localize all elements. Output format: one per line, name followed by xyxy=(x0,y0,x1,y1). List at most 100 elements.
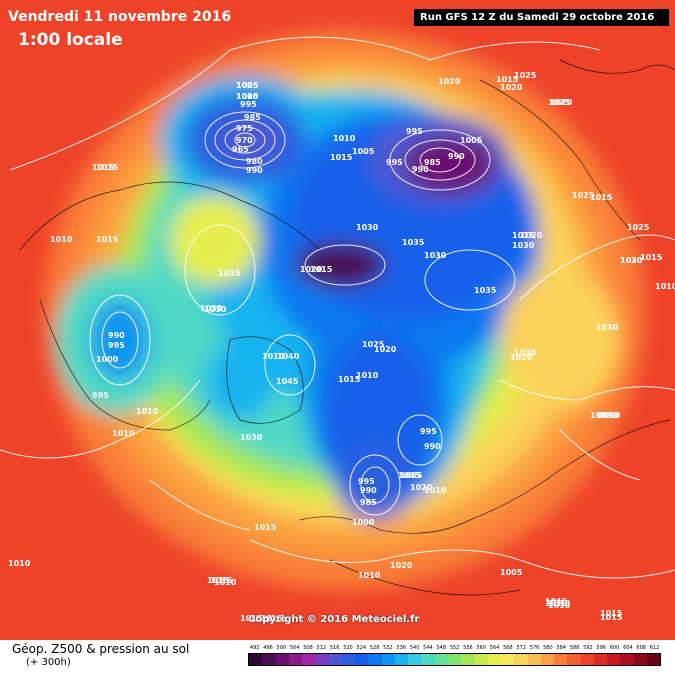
pressure-label: 1010 xyxy=(548,599,571,608)
pressure-label: 1005 xyxy=(398,471,421,480)
pressure-label: 1020 xyxy=(410,483,433,492)
pressure-label: 985 xyxy=(360,498,377,507)
scale-label: 612 xyxy=(649,645,660,651)
pressure-label: 1000 xyxy=(236,92,259,101)
scale-swatch xyxy=(275,654,289,665)
scale-label: 496 xyxy=(263,645,273,651)
product-title: Géop. Z500 & pression au sol xyxy=(12,642,190,656)
pressure-label: 1020 xyxy=(300,265,323,274)
scale-swatch xyxy=(501,654,515,665)
scale-label: 532 xyxy=(383,645,393,651)
pressure-label: 1015 xyxy=(250,614,273,623)
pressure-label: 1010 xyxy=(333,134,356,143)
pressure-label: 1045 xyxy=(276,377,299,386)
pressure-label: 1015 xyxy=(254,523,277,532)
scale-label: 596 xyxy=(596,645,606,651)
pressure-label: 1030 xyxy=(204,305,227,314)
scale-label: 556 xyxy=(463,645,473,651)
pressure-label: 1015 xyxy=(338,375,361,384)
pressure-label: 990 xyxy=(412,165,429,174)
scale-label: 540 xyxy=(409,645,420,651)
scale-swatch xyxy=(593,654,608,665)
pressure-label: 1015 xyxy=(330,153,353,162)
scale-label: 564 xyxy=(489,645,500,651)
scale-swatch xyxy=(646,654,661,665)
pressure-label: 1010 xyxy=(598,411,621,420)
scale-label: 536 xyxy=(396,645,407,651)
pressure-label: 1005 xyxy=(460,136,483,145)
pressure-label: 1010 xyxy=(50,235,73,244)
geopotential-map-svg: 1005100099598597597096598099010151010102… xyxy=(0,0,675,640)
pressure-label: 975 xyxy=(236,124,253,133)
scale-label: 504 xyxy=(289,645,300,651)
pressure-label: 1015 xyxy=(600,609,623,618)
legend-footer: Géop. Z500 & pression au sol (+ 300h) 49… xyxy=(0,640,675,675)
pressure-label: 995 xyxy=(108,341,125,350)
scale-swatch xyxy=(554,654,568,665)
pressure-label: 1030 xyxy=(620,256,643,265)
scale-swatch xyxy=(302,654,316,665)
pressure-label: 1020 xyxy=(390,561,413,570)
pressure-label: 1010 xyxy=(548,601,571,610)
scale-label: 576 xyxy=(529,645,540,651)
pressure-label: 1015 xyxy=(96,163,119,172)
pressure-label: 995 xyxy=(92,391,109,400)
scale-swatch xyxy=(580,654,594,665)
scale-swatch xyxy=(315,654,329,665)
pressure-label: 995 xyxy=(240,100,257,109)
coastlines xyxy=(19,59,675,596)
pressure-label: 1010 xyxy=(8,559,31,568)
scale-label: 560 xyxy=(476,645,487,651)
pressure-label: 1015 xyxy=(545,597,568,606)
pressure-label: 1015 xyxy=(92,163,115,172)
pressure-label: 1040 xyxy=(277,352,300,361)
pressure-label: 990 xyxy=(246,166,263,175)
scale-label: 580 xyxy=(543,645,553,651)
scale-swatch xyxy=(394,654,409,665)
scale-swatch xyxy=(341,654,356,665)
pressure-label: 990 xyxy=(424,442,441,451)
scale-swatch xyxy=(368,654,382,665)
pressure-label: 1020 xyxy=(520,231,543,240)
weather-map: 1005 1000 995 985 975 970 965 980 990 1015 1010 102… xyxy=(0,0,675,640)
pressure-label: 1030 xyxy=(200,304,223,313)
pressure-label: 1030 xyxy=(596,323,619,332)
scale-swatch xyxy=(328,654,342,665)
pressure-label: 1015 xyxy=(640,253,663,262)
scale-label: 512 xyxy=(316,645,327,651)
pressure-label: 1015 xyxy=(240,614,263,623)
pressure-label: 995 xyxy=(358,477,375,486)
pressure-label: 1000 xyxy=(96,355,119,364)
pressure-label: 980 xyxy=(246,157,263,166)
pressure-label: 1010 xyxy=(545,599,568,608)
pressure-label: 1010 xyxy=(112,429,135,438)
pressure-label: 1005 xyxy=(236,81,259,90)
pressure-label: 1020 xyxy=(510,353,533,362)
scale-labels: 492 496 500 504 508 512 516 520 524 528 532 536 540 5… xyxy=(248,644,661,652)
pressure-label: 1025 xyxy=(572,191,595,200)
pressure-label: 1000 xyxy=(352,518,375,527)
scale-label: 552 xyxy=(449,645,460,651)
pressure-label: 1035 xyxy=(402,238,425,247)
scale-colors xyxy=(248,653,661,666)
pressure-label: 1020 xyxy=(438,77,461,86)
scale-label: 492 xyxy=(249,645,260,651)
scale-swatch xyxy=(461,654,475,665)
scale-label: 588 xyxy=(569,645,580,651)
height-field xyxy=(45,30,645,590)
model-run-label: Run GFS 12 Z du Samedi 29 octobre 2016 xyxy=(414,9,669,26)
scale-swatch xyxy=(288,654,303,665)
pressure-label: 1015 xyxy=(512,231,535,240)
pressure-label: 1015 xyxy=(210,576,233,585)
pressure-label: 1015 xyxy=(207,576,230,585)
forecast-date: Vendredi 11 novembre 2016 xyxy=(8,9,232,25)
pressure-label: 1020 xyxy=(500,83,523,92)
pressure-label: 1005 xyxy=(500,568,523,577)
pressure-label: 1020 xyxy=(620,256,643,265)
pressure-label: 985 xyxy=(424,158,441,167)
pressure-label: 1030 xyxy=(356,223,379,232)
scale-label: 508 xyxy=(303,645,313,651)
scale-swatch xyxy=(607,654,621,665)
scale-swatch xyxy=(514,654,528,665)
scale-swatch xyxy=(408,654,422,665)
